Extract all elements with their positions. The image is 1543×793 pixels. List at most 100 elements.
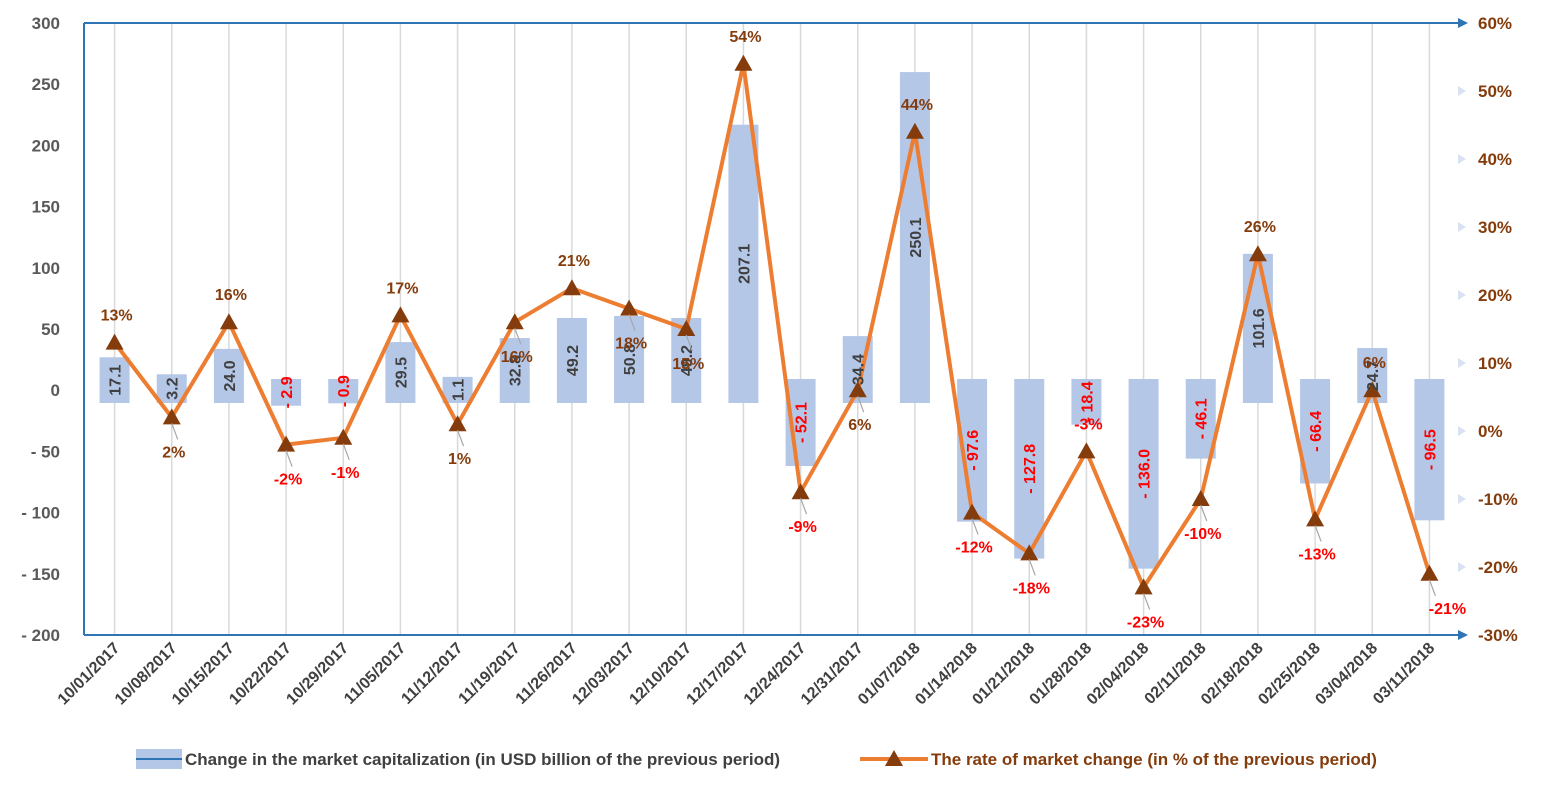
- bar-value-label: - 18.4: [1079, 381, 1096, 422]
- bar: [728, 124, 759, 404]
- rate-value-label: -12%: [955, 540, 992, 557]
- y-left-tick-label: 0: [51, 381, 60, 400]
- rate-value-label: 13%: [101, 308, 133, 325]
- right-axis-tick-marker: [1458, 358, 1466, 368]
- triangle-marker: [448, 415, 467, 432]
- bar-value-label: - 46.1: [1194, 398, 1211, 439]
- y-right-tick-label: 60%: [1478, 14, 1512, 33]
- y-left-tick-label: 150: [32, 198, 60, 217]
- bar: [213, 348, 244, 403]
- triangle-marker: [848, 381, 867, 398]
- legend-bar-label: Change in the market capitalization (in …: [185, 750, 780, 769]
- bar-value-label: 29.5: [393, 357, 410, 388]
- bar-value-label: - 66.4: [1308, 411, 1325, 452]
- y-left-tick-label: - 200: [21, 626, 60, 645]
- bar-data-labels: 17.1 3.2 24.0 - 2.9 - 0.9 29.5 1.1 32.8 49.2 50.8…: [108, 217, 1440, 498]
- bar-value-label: 24.7: [1365, 360, 1382, 391]
- rate-value-label: -3%: [1074, 416, 1102, 433]
- label-leader-line: [171, 423, 179, 440]
- label-leader-line: [1028, 559, 1036, 576]
- label-leader-line: [800, 497, 808, 515]
- rate-value-label: 17%: [386, 280, 418, 297]
- rate-value-label: 16%: [215, 287, 247, 304]
- label-leader-line: [342, 443, 350, 461]
- rate-value-label: -13%: [1298, 546, 1335, 563]
- label-leader-line: [514, 327, 522, 345]
- legend: Change in the market capitalization (in …: [136, 749, 1377, 769]
- y-right-tick-label: -20%: [1478, 558, 1518, 577]
- triangle-marker: [1020, 544, 1039, 561]
- label-leader-line: [971, 518, 979, 535]
- triangle-marker: [1306, 510, 1325, 527]
- y-right-tick-label: 50%: [1478, 82, 1512, 101]
- bar-value-label: - 96.5: [1422, 429, 1439, 470]
- line-data-labels: 13% 2% 16% -2% -1% 17% 1% 16% 21% 18% 15% 54% -9% 6% 4…: [101, 29, 1467, 632]
- legend-triangle-marker: [885, 750, 903, 766]
- y-left-tick-label: 200: [32, 136, 60, 155]
- rate-value-label: -10%: [1184, 526, 1221, 543]
- rate-value-label: -9%: [788, 519, 816, 536]
- bar-value-label: - 2.9: [279, 376, 296, 408]
- right-axis-tick-marker: [1458, 154, 1466, 164]
- y-left-tick-label: - 150: [21, 565, 60, 584]
- triangle-marker: [1077, 442, 1096, 459]
- triangle-marker: [620, 299, 639, 316]
- bar-value-label: - 52.1: [794, 402, 811, 443]
- y-right-tick-label: -30%: [1478, 626, 1518, 645]
- bar: [1242, 253, 1273, 403]
- y-left-tick-label: 250: [32, 75, 60, 94]
- bar: [556, 317, 587, 403]
- bar: [1014, 379, 1045, 559]
- triangle-marker: [334, 428, 353, 445]
- y-left-tick-label: 50: [41, 320, 60, 339]
- top-axis-arrow: [1458, 18, 1468, 28]
- right-axis-tick-marker: [1458, 426, 1466, 436]
- rate-value-label: -21%: [1429, 601, 1466, 618]
- triangle-marker: [1420, 564, 1439, 581]
- triangle-marker: [562, 279, 581, 296]
- y-left-tick-label: 300: [32, 14, 60, 33]
- bar-value-label: - 97.6: [965, 430, 982, 471]
- bar-value-label: - 136.0: [1137, 449, 1154, 499]
- triangle-marker: [219, 313, 238, 330]
- right-axis-tick-marker: [1458, 494, 1466, 504]
- bar-value-label: 207.1: [736, 244, 753, 284]
- rate-value-label: 18%: [615, 336, 647, 353]
- triangle-marker: [505, 313, 524, 330]
- triangle-marker: [277, 435, 296, 452]
- triangle-marker: [1134, 578, 1153, 595]
- y-right-tick-label: 0%: [1478, 422, 1503, 441]
- triangle-marker: [1191, 490, 1210, 506]
- bar-value-label: 1.1: [451, 379, 468, 401]
- bottom-axis-arrow: [1458, 630, 1468, 640]
- bar: [614, 316, 645, 403]
- label-leader-line: [285, 450, 293, 467]
- label-leader-line: [1200, 504, 1208, 522]
- y-left-tick-label: - 100: [21, 504, 60, 523]
- y-left-tick-label: 100: [32, 259, 60, 278]
- label-leader-line: [457, 429, 465, 447]
- y-right-tick-label: 40%: [1478, 150, 1512, 169]
- bar: [1185, 379, 1216, 459]
- right-axis-tick-marker: [1458, 86, 1466, 96]
- y-right-tick-label: 20%: [1478, 286, 1512, 305]
- triangle-marker: [391, 306, 410, 323]
- rate-value-label: 15%: [672, 356, 704, 373]
- triangle-marker: [791, 483, 810, 500]
- y-left-tick-label: - 50: [31, 442, 60, 461]
- triangle-marker: [677, 320, 696, 336]
- label-leader-line: [1428, 579, 1436, 597]
- label-leader-line: [1314, 525, 1322, 542]
- label-leader-line: [1143, 593, 1151, 610]
- legend-line-label: The rate of market change (in % of the p…: [931, 750, 1377, 769]
- bar-value-label: 49.2: [565, 345, 582, 376]
- triangle-marker: [734, 54, 753, 71]
- bar-value-label: 17.1: [108, 364, 125, 395]
- triangle-marker: [963, 503, 982, 520]
- rate-value-label: 54%: [729, 29, 761, 46]
- bar-value-label: 32.8: [508, 355, 525, 386]
- bar: [99, 357, 130, 403]
- triangle-marker: [105, 333, 124, 350]
- rate-value-label: 16%: [501, 349, 533, 366]
- bar-value-label: 250.1: [908, 217, 925, 257]
